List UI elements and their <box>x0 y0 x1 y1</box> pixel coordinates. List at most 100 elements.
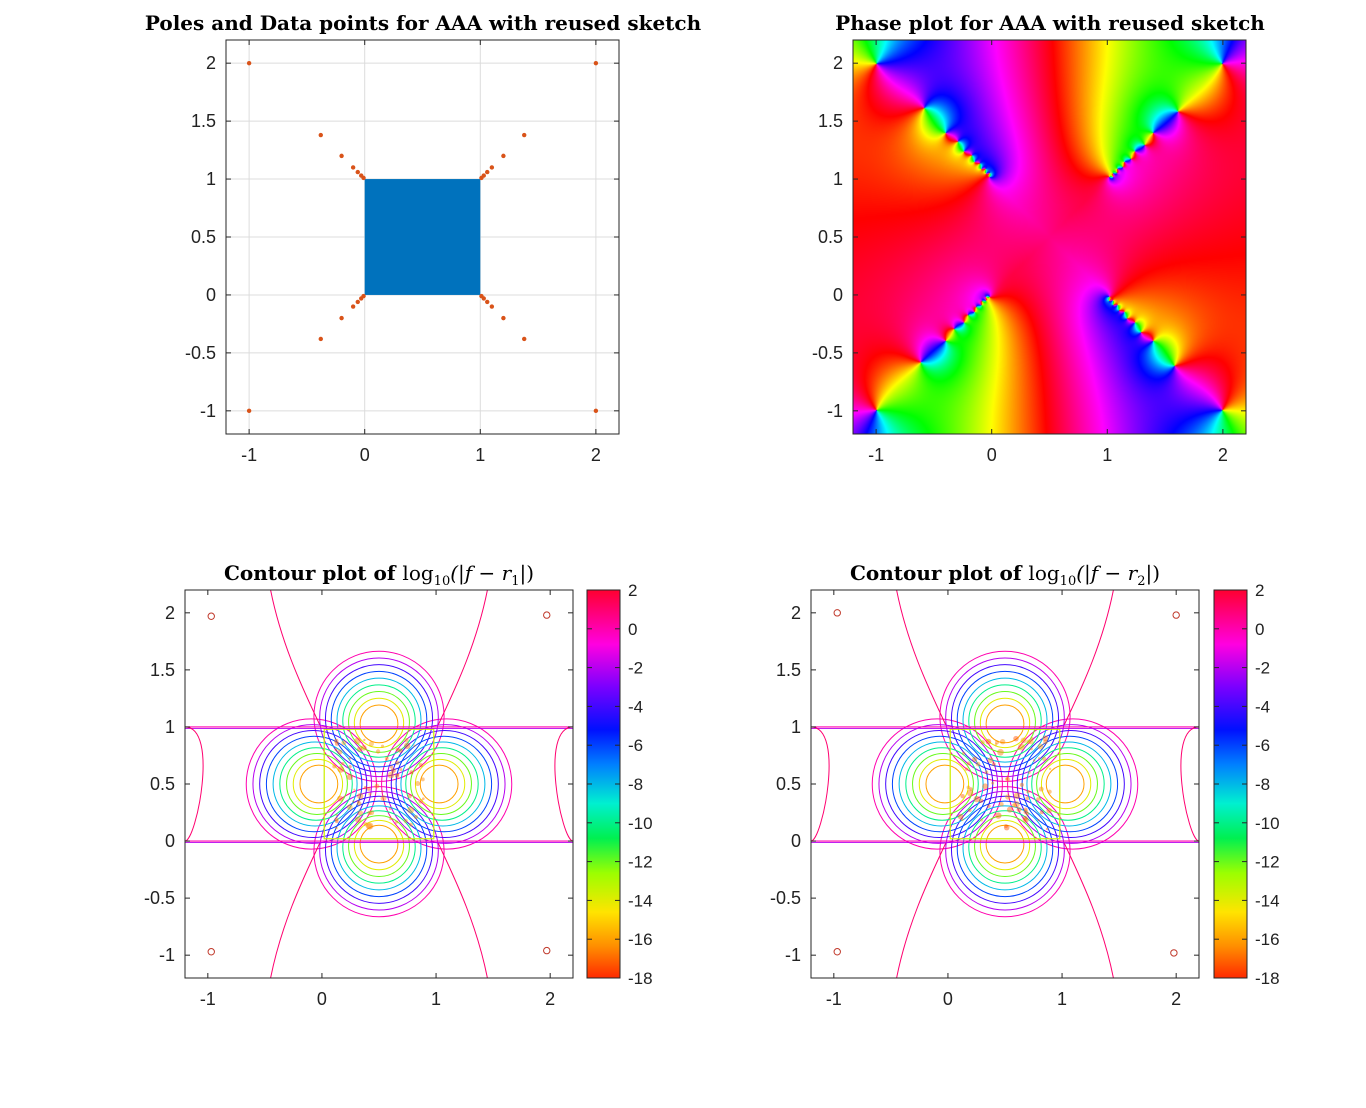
axis-ticks: -1 0 1 2 -1 -0.5 0 0.5 1 1.5 2 <box>770 590 1199 1009</box>
title-index: 1 <box>511 574 519 589</box>
contour-line <box>437 590 488 725</box>
noise-speckle <box>369 810 375 816</box>
contour-line <box>330 800 428 898</box>
colorbar-tick-label: -16 <box>1255 930 1280 949</box>
noise-speckle <box>980 818 984 822</box>
pole-point <box>350 304 356 309</box>
noise-speckle <box>1013 735 1019 742</box>
contour-line <box>896 843 947 978</box>
noise-speckle <box>1030 747 1033 751</box>
title-close: |) <box>1145 561 1160 586</box>
noise-speckle <box>418 763 423 768</box>
noise-speckle <box>1042 735 1049 742</box>
noise-speckle <box>1025 796 1030 801</box>
contour-line <box>299 764 339 804</box>
noise-speckle <box>341 740 347 746</box>
colorbar-tick-label: -2 <box>628 659 643 678</box>
noise-speckle <box>982 783 989 790</box>
noise-speckle <box>994 742 998 746</box>
noise-speckle <box>999 739 1006 745</box>
noise-speckle <box>390 767 396 774</box>
contour-line <box>279 747 353 821</box>
title-index: 2 <box>1137 574 1145 589</box>
noise-speckle <box>1036 797 1041 802</box>
noise-speckle <box>368 792 372 796</box>
contour-line <box>252 724 373 844</box>
noise-speckle <box>354 737 361 745</box>
noise-speckle <box>366 822 374 830</box>
contour-line <box>985 824 1025 864</box>
pole-point <box>318 336 323 342</box>
noise-speckle <box>1005 777 1008 781</box>
noise-speckle <box>1030 737 1034 741</box>
noise-speckle <box>367 810 372 816</box>
noise-speckle <box>1028 739 1034 745</box>
colorbar <box>586 589 621 979</box>
x-tick-label: -1 <box>241 445 257 465</box>
y-tick-label: 1 <box>165 717 175 737</box>
noise-speckle <box>388 807 392 810</box>
pole-point <box>339 153 344 159</box>
contour-line <box>1007 718 1139 850</box>
pole-point <box>246 60 252 66</box>
x-tick-label: 2 <box>545 989 555 1009</box>
noise-speckle <box>403 818 408 824</box>
noise-speckle <box>403 742 411 749</box>
pole-point <box>593 408 599 414</box>
noise-speckle <box>420 777 425 782</box>
noise-speckle <box>357 793 364 800</box>
colorbar-tick-label: -12 <box>1255 853 1280 872</box>
noise-speckle <box>380 744 385 748</box>
noise-speckle <box>972 756 978 762</box>
x-tick-label: 0 <box>317 989 327 1009</box>
noise-speckle <box>1047 789 1052 794</box>
y-tick-label: 0.5 <box>150 774 175 794</box>
noise-speckle <box>1037 743 1044 750</box>
colorbar-ticks: 2 0 -2 -4 -6 -8 -10 -12 -14 -16 -18 <box>1214 581 1280 988</box>
data-points-region <box>364 179 481 295</box>
noise-speckle <box>1038 786 1044 792</box>
noise-speckle <box>1020 737 1027 744</box>
contour-line <box>286 753 348 815</box>
colorbar-tick-label: -18 <box>628 969 653 988</box>
noise-speckle <box>991 762 996 767</box>
noise-speckle <box>366 786 371 791</box>
pole-point <box>593 60 599 66</box>
noise-speckle <box>1023 807 1028 812</box>
noise-speckle <box>1003 824 1010 831</box>
x-tick-label: 2 <box>1171 989 1181 1009</box>
title-log-base: 10 <box>1060 574 1077 589</box>
noise-speckle <box>1041 756 1047 762</box>
noise-speckle <box>995 812 1002 819</box>
noise-speckle <box>335 826 338 830</box>
y-tick-label: -0.5 <box>185 343 216 363</box>
contour-line <box>313 786 445 918</box>
colorbar-tick-label: -8 <box>628 775 643 794</box>
contour-line <box>968 810 1042 884</box>
x-tick-label: -1 <box>826 989 842 1009</box>
x-tick-label: 0 <box>360 445 370 465</box>
contour-line <box>1040 758 1092 810</box>
contour-line <box>950 795 1060 904</box>
noise-speckle <box>394 773 400 779</box>
noise-speckle <box>354 816 362 823</box>
noise-speckle <box>418 799 424 804</box>
contour-line <box>905 747 979 821</box>
noise-speckle <box>337 766 345 773</box>
noise-speckle <box>967 808 972 812</box>
y-tick-label: 1 <box>206 169 216 189</box>
y-tick-label: -1 <box>159 945 175 965</box>
noise-speckle <box>365 823 373 830</box>
colorbar-tick-label: -10 <box>628 814 653 833</box>
noise-speckle <box>341 761 345 766</box>
noise-speckle <box>1025 811 1030 816</box>
y-tick-label: 0 <box>165 831 175 851</box>
y-tick-label: 1 <box>791 717 801 737</box>
colorbar-tick-label: -4 <box>1255 697 1270 716</box>
contour-line <box>956 670 1054 768</box>
noise-speckle <box>1039 810 1044 815</box>
pole-point <box>246 408 252 414</box>
noise-speckle <box>966 785 971 790</box>
y-tick-label: 2 <box>165 603 175 623</box>
noise-speckle <box>415 781 421 787</box>
